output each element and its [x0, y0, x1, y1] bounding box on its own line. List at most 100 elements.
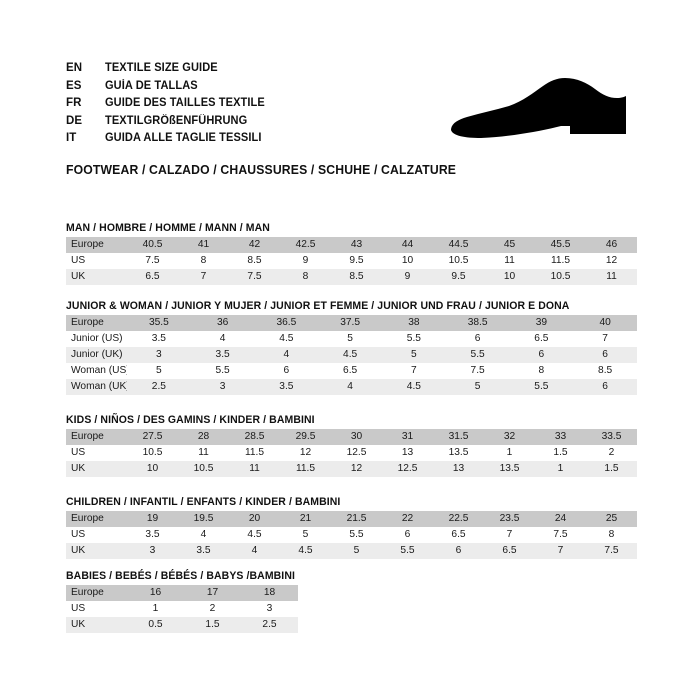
dress-shoe-icon — [437, 74, 637, 154]
table-row: US 1 2 3 — [66, 601, 298, 617]
size-cell: 10 — [484, 269, 535, 285]
size-cell: 19 — [127, 511, 178, 527]
size-cell: 3 — [241, 601, 298, 617]
size-table-junior-woman: Europe 35.5 36 36.5 37.5 38 38.5 39 40 Junior (US… — [66, 315, 637, 395]
size-cell: 10 — [382, 253, 433, 269]
row-label: Junior (UK) — [66, 347, 127, 363]
size-table-kids: Europe 27.5 28 28.5 29.5 30 31 31.5 32 33 33.5 US 10… — [66, 429, 637, 477]
size-cell: 3 — [127, 347, 191, 363]
size-cell: 4 — [178, 527, 229, 543]
size-cell: 4 — [318, 379, 382, 395]
size-cell: 13 — [433, 461, 484, 477]
size-cell: 5 — [445, 379, 510, 395]
row-label: Europe — [66, 315, 127, 331]
size-cell: 5 — [127, 363, 191, 379]
row-label: Junior (US) — [66, 331, 127, 347]
size-cell: 7 — [573, 331, 637, 347]
size-cell: 38 — [382, 315, 446, 331]
size-cell: 9.5 — [331, 253, 382, 269]
size-cell: 36.5 — [254, 315, 319, 331]
size-cell: 11 — [586, 269, 637, 285]
size-cell: 6 — [573, 347, 637, 363]
size-cell: 7 — [484, 527, 535, 543]
size-cell: 3 — [127, 543, 178, 559]
size-cell: 8.5 — [331, 269, 382, 285]
table-row: US 3.5 4 4.5 5 5.5 6 6.5 7 7.5 8 — [66, 527, 637, 543]
size-cell: 4.5 — [254, 331, 319, 347]
table-row: Woman (UK) 2.5 3 3.5 4 4.5 5 5.5 6 — [66, 379, 637, 395]
language-title: GUÍA DE TALLAS — [105, 79, 198, 92]
size-cell: 17 — [184, 585, 241, 601]
size-cell: 24 — [535, 511, 586, 527]
row-label: US — [66, 253, 127, 269]
table-row: Europe 27.5 28 28.5 29.5 30 31 31.5 32 33 33.5 — [66, 429, 637, 445]
language-list: EN TEXTILE SIZE GUIDE ES GUÍA DE TALLAS FR GU… — [66, 62, 640, 150]
size-cell: 5 — [331, 543, 382, 559]
language-row: FR GUIDE DES TAILLES TEXTILE — [66, 97, 640, 115]
section-title: JUNIOR & WOMAN / JUNIOR Y MUJER / JUNIOR… — [66, 300, 570, 312]
size-table-babies: Europe 16 17 18 US 1 2 3 UK 0.5 1.5 2.5 — [66, 585, 298, 633]
size-cell: 19.5 — [178, 511, 229, 527]
size-cell: 1.5 — [184, 617, 241, 633]
size-cell: 45.5 — [535, 237, 586, 253]
size-cell: 40 — [573, 315, 637, 331]
category-line: FOOTWEAR / CALZADO / CHAUSSURES / SCHUHE… — [66, 163, 457, 177]
size-cell: 13.5 — [433, 445, 484, 461]
language-row: ES GUÍA DE TALLAS — [66, 80, 640, 98]
size-cell: 5 — [382, 347, 446, 363]
size-cell: 39 — [509, 315, 574, 331]
size-cell: 10.5 — [127, 445, 178, 461]
size-cell: 8.5 — [573, 363, 637, 379]
table-row: US 10.5 11 11.5 12 12.5 13 13.5 1 1.5 2 — [66, 445, 637, 461]
language-title: TEXTILE SIZE GUIDE — [105, 62, 218, 74]
size-cell: 6 — [254, 363, 319, 379]
size-cell: 10 — [127, 461, 178, 477]
size-section-man: MAN / HOMBRE / HOMME / MANN / MAN Europe 4… — [66, 222, 637, 285]
size-cell: 1 — [484, 445, 535, 461]
size-cell: 6 — [509, 347, 574, 363]
row-label: US — [66, 601, 127, 617]
size-cell: 5 — [280, 527, 331, 543]
size-cell: 5.5 — [331, 527, 382, 543]
size-cell: 2.5 — [127, 379, 191, 395]
size-cell: 9 — [382, 269, 433, 285]
size-cell: 6 — [573, 379, 637, 395]
size-cell: 28.5 — [229, 429, 280, 445]
size-cell: 5.5 — [190, 363, 255, 379]
size-cell: 2 — [184, 601, 241, 617]
size-cell: 40.5 — [127, 237, 178, 253]
size-table-man: Europe 40.5 41 42 42.5 43 44 44.5 45 45.5 46 US 7.5 8… — [66, 237, 637, 285]
language-title: TEXTILGRÖßENFÜHRUNG — [105, 114, 248, 127]
size-section-kids: KIDS / NIÑOS / DES GAMINS / KINDER / BAM… — [66, 414, 637, 477]
row-label: Europe — [66, 237, 127, 253]
size-cell: 3.5 — [190, 347, 255, 363]
size-cell: 5.5 — [382, 331, 446, 347]
size-cell: 45 — [484, 237, 535, 253]
size-cell: 12.5 — [331, 445, 382, 461]
size-cell: 29.5 — [280, 429, 331, 445]
language-code: IT — [66, 132, 77, 144]
size-cell: 7.5 — [586, 543, 637, 559]
row-label: UK — [66, 269, 127, 285]
size-cell: 9 — [280, 253, 331, 269]
language-code: DE — [66, 114, 83, 127]
size-cell: 6.5 — [484, 543, 535, 559]
size-cell: 28 — [178, 429, 229, 445]
row-label: Woman (UK) — [66, 379, 127, 395]
size-cell: 8 — [280, 269, 331, 285]
size-cell: 38.5 — [445, 315, 510, 331]
row-label: Europe — [66, 585, 127, 601]
size-cell: 7 — [535, 543, 586, 559]
size-cell: 32 — [484, 429, 535, 445]
table-row: Junior (US) 3.5 4 4.5 5 5.5 6 6.5 7 — [66, 331, 637, 347]
size-cell: 8 — [178, 253, 229, 269]
size-cell: 5.5 — [445, 347, 510, 363]
size-cell: 7.5 — [229, 269, 280, 285]
language-row: IT GUIDA ALLE TAGLIE TESSILI — [66, 132, 640, 150]
size-cell: 7.5 — [445, 363, 510, 379]
size-cell: 21.5 — [331, 511, 382, 527]
size-cell: 2.5 — [241, 617, 298, 633]
language-header: EN TEXTILE SIZE GUIDE ES GUÍA DE TALLAS FR GU… — [66, 62, 640, 150]
section-title: BABIES / BEBÉS / BÉBÉS / BABYS /BAMBINI — [66, 570, 295, 582]
size-cell: 1 — [535, 461, 586, 477]
